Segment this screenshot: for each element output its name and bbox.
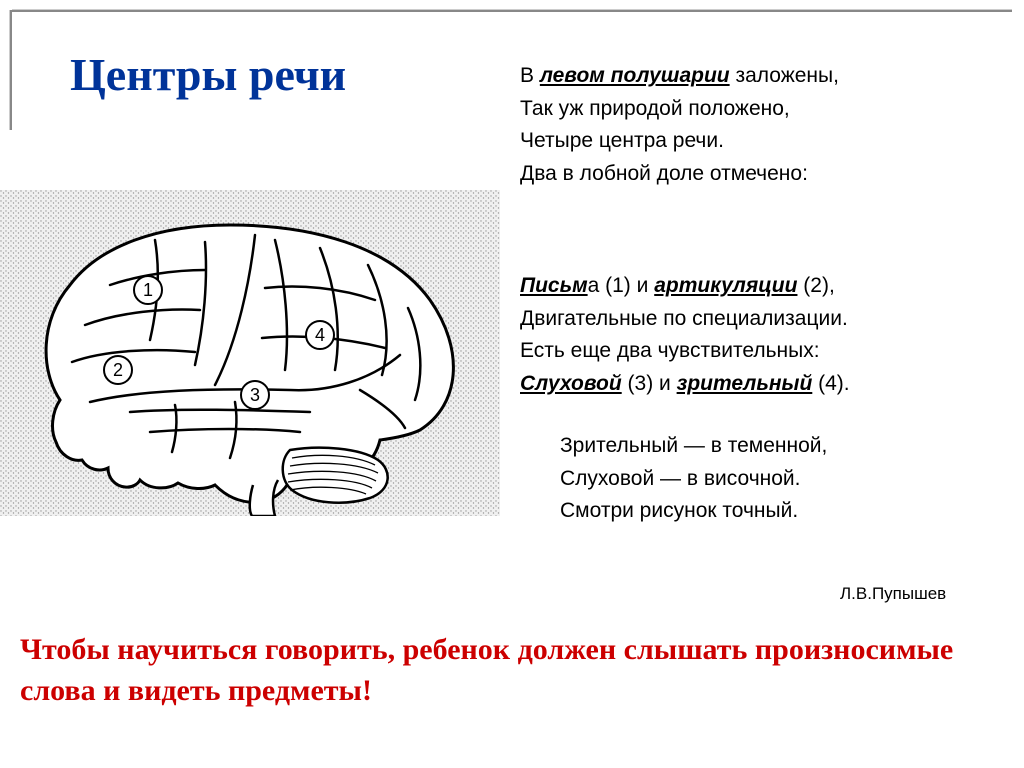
top-border <box>12 10 1012 12</box>
poem-stanza-3: Зрительный — в теменной, Слуховой — в ви… <box>560 430 1000 528</box>
marker-label-4: 4 <box>315 325 325 345</box>
marker-label-2: 2 <box>113 360 123 380</box>
marker-label-1: 1 <box>143 280 153 300</box>
brain-diagram: 1 2 3 4 <box>0 190 500 516</box>
poem-stanza-1: В левом полушарии заложены, Так уж приро… <box>520 60 1000 190</box>
poem-stanza-2: Письма (1) и артикуляции (2), Двигательн… <box>520 270 1000 400</box>
bottom-callout: Чтобы научиться говорить, ребенок должен… <box>20 630 1000 711</box>
author-credit: Л.В.Пупышев <box>840 584 946 604</box>
slide-title: Центры речи <box>70 48 346 101</box>
marker-label-3: 3 <box>250 385 260 405</box>
brain-stem <box>250 480 278 516</box>
left-border <box>10 10 12 130</box>
